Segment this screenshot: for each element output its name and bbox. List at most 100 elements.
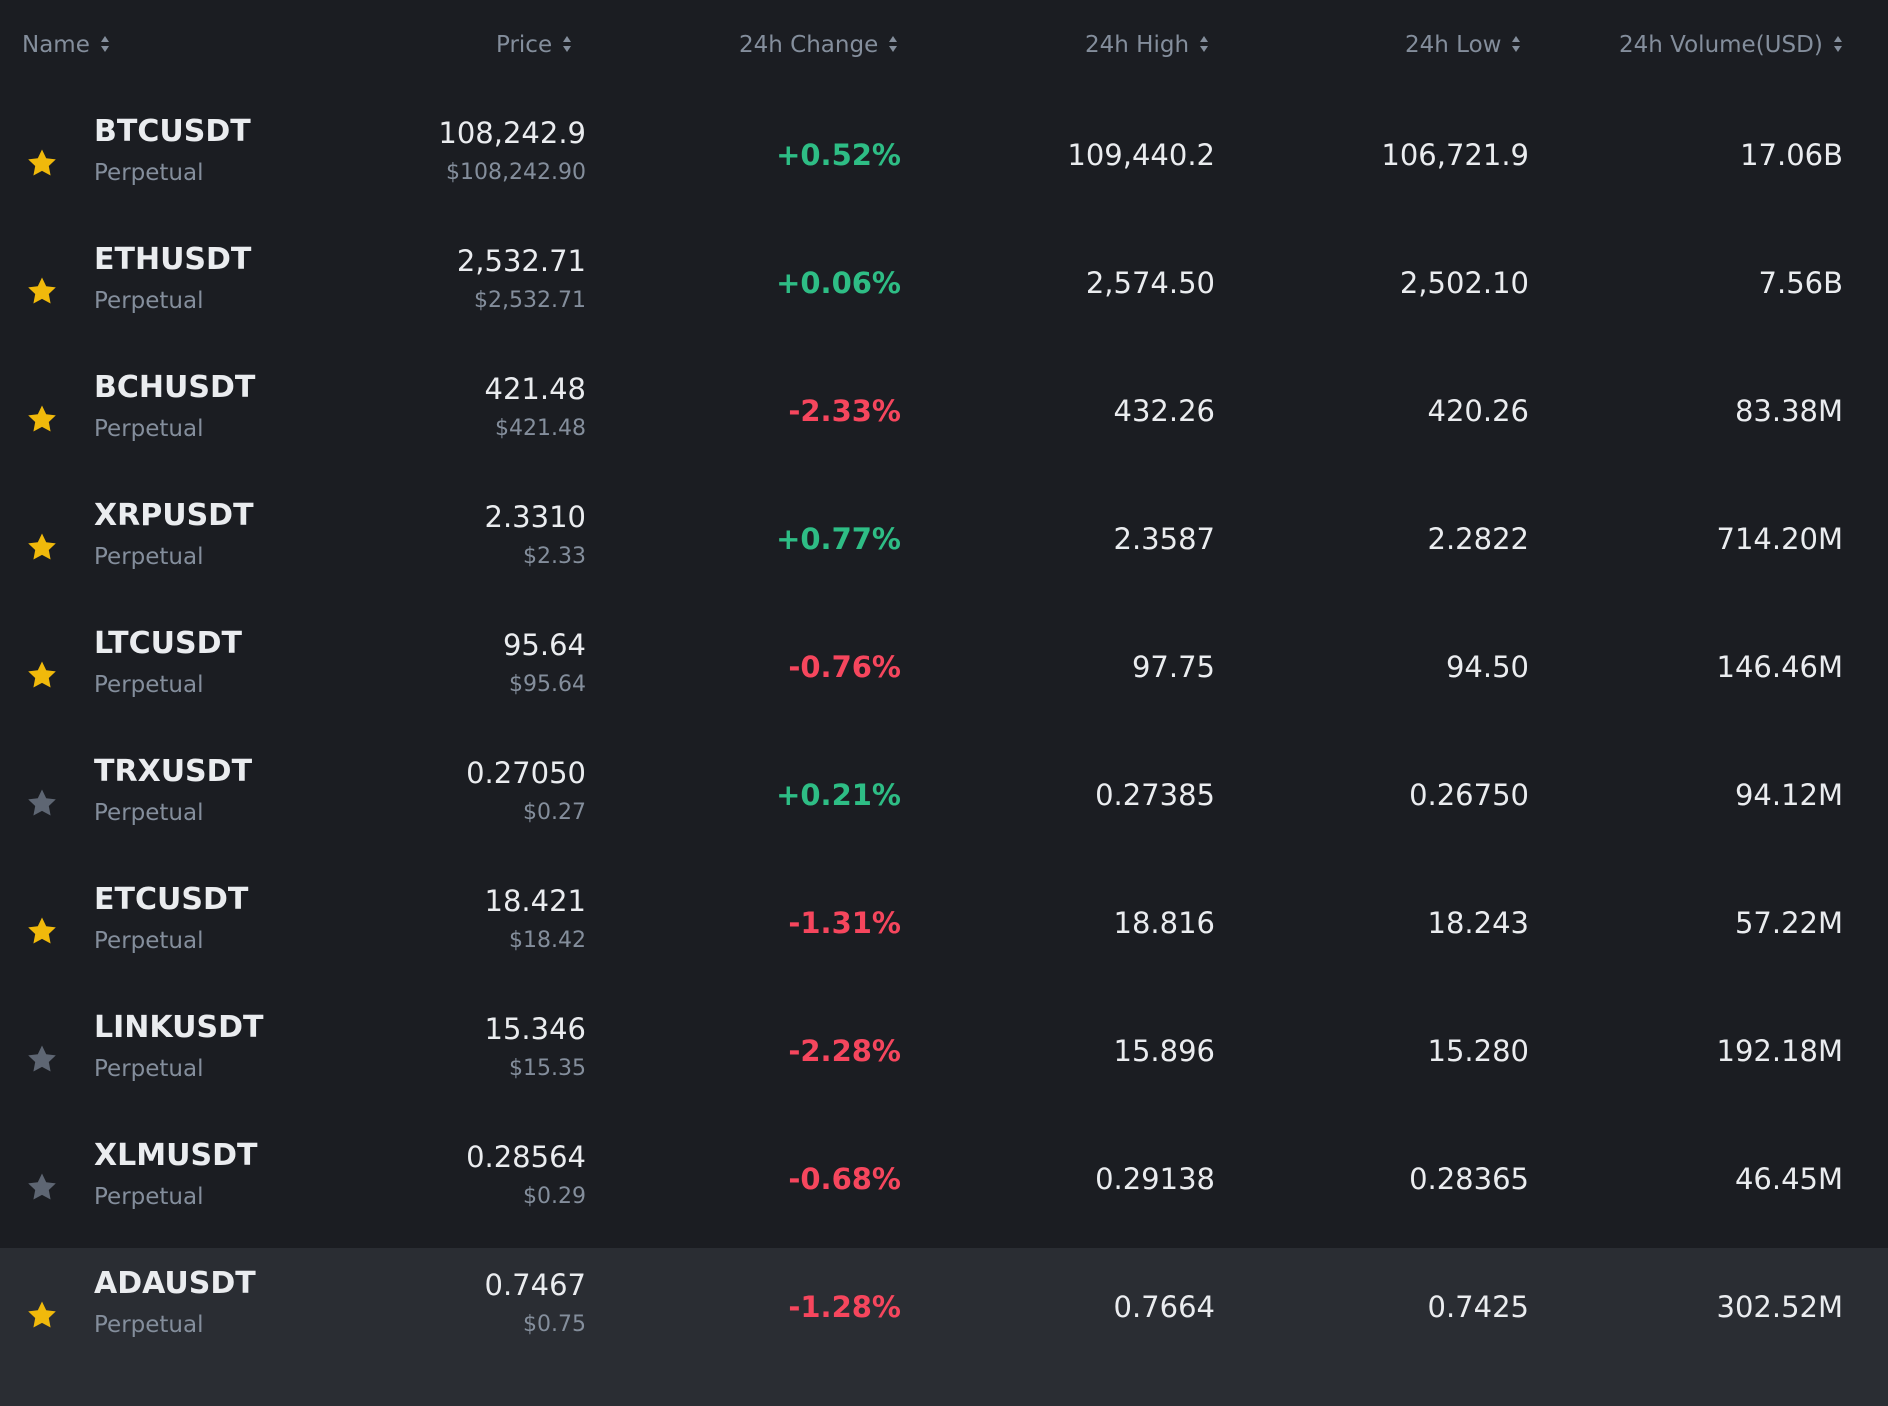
change-24h: -0.68% bbox=[788, 1162, 901, 1196]
column-header-low-label: 24h Low bbox=[1405, 32, 1502, 58]
favorite-star-icon[interactable] bbox=[26, 1299, 58, 1331]
volume-24h: 94.12M bbox=[1734, 778, 1843, 812]
favorite-star-icon[interactable] bbox=[26, 275, 58, 307]
symbol-name: XLMUSDT bbox=[94, 1138, 258, 1173]
table-row[interactable]: XRPUSDT Perpetual 2.3310 $2.33 +0.77% 2.3587 2… bbox=[0, 484, 1888, 612]
last-price: 421.48 bbox=[484, 372, 586, 406]
favorite-star-icon[interactable] bbox=[26, 787, 58, 819]
low-24h: 15.280 bbox=[1427, 1034, 1529, 1068]
column-header-volume[interactable]: 24h Volume(USD) bbox=[1619, 28, 1843, 62]
high-24h: 2,574.50 bbox=[1085, 266, 1215, 300]
favorite-star-icon[interactable] bbox=[26, 1043, 58, 1075]
price-usd: $15.35 bbox=[509, 1056, 586, 1081]
last-price: 2.3310 bbox=[484, 500, 586, 534]
high-24h: 18.816 bbox=[1113, 906, 1215, 940]
price-usd: $2.33 bbox=[523, 544, 586, 569]
high-24h: 109,440.2 bbox=[1067, 138, 1215, 172]
sort-arrows-icon[interactable] bbox=[888, 34, 898, 54]
table-row[interactable]: BTCUSDT Perpetual 108,242.9 $108,242.90 +0.5… bbox=[0, 100, 1888, 228]
symbol-name: ETCUSDT bbox=[94, 882, 249, 917]
table-row[interactable]: BCHUSDT Perpetual 421.48 $421.48 -2.33% 432.2… bbox=[0, 356, 1888, 484]
sort-arrows-icon[interactable] bbox=[1833, 34, 1843, 54]
table-row[interactable]: ADAUSDT Perpetual 0.7467 $0.75 -1.28% 0.7664 0… bbox=[0, 1248, 1888, 1406]
low-24h: 106,721.9 bbox=[1381, 138, 1529, 172]
table-row[interactable]: ETHUSDT Perpetual 2,532.71 $2,532.71 +0.06% 2… bbox=[0, 228, 1888, 356]
favorite-star-icon[interactable] bbox=[26, 147, 58, 179]
favorite-star-icon[interactable] bbox=[26, 915, 58, 947]
volume-24h: 714.20M bbox=[1716, 522, 1844, 556]
contract-type: Perpetual bbox=[94, 288, 204, 314]
sort-arrows-icon[interactable] bbox=[1199, 34, 1209, 54]
favorite-star-icon[interactable] bbox=[26, 531, 58, 563]
last-price: 2,532.71 bbox=[456, 244, 586, 278]
price-usd: $2,532.71 bbox=[474, 288, 586, 313]
column-header-change-label: 24h Change bbox=[739, 32, 879, 58]
contract-type: Perpetual bbox=[94, 672, 204, 698]
low-24h: 2.2822 bbox=[1427, 522, 1529, 556]
high-24h: 97.75 bbox=[1131, 650, 1215, 684]
contract-type: Perpetual bbox=[94, 800, 204, 826]
contract-type: Perpetual bbox=[94, 160, 204, 186]
column-header-change[interactable]: 24h Change bbox=[739, 28, 898, 62]
price-usd: $0.27 bbox=[523, 800, 586, 825]
column-header-low[interactable]: 24h Low bbox=[1405, 28, 1521, 62]
favorite-star-icon[interactable] bbox=[26, 659, 58, 691]
price-usd: $0.29 bbox=[523, 1184, 586, 1209]
low-24h: 420.26 bbox=[1427, 394, 1529, 428]
volume-24h: 302.52M bbox=[1716, 1290, 1844, 1324]
last-price: 0.27050 bbox=[466, 756, 586, 790]
last-price: 15.346 bbox=[484, 1012, 586, 1046]
high-24h: 432.26 bbox=[1113, 394, 1215, 428]
volume-24h: 17.06B bbox=[1740, 138, 1843, 172]
table-row[interactable]: TRXUSDT Perpetual 0.27050 $0.27 +0.21% 0.2738… bbox=[0, 740, 1888, 868]
change-24h: -0.76% bbox=[788, 650, 901, 684]
price-usd: $0.75 bbox=[523, 1312, 586, 1337]
volume-24h: 7.56B bbox=[1758, 266, 1843, 300]
high-24h: 0.7664 bbox=[1113, 1290, 1215, 1324]
column-header-name-label: Name bbox=[22, 32, 90, 58]
change-24h: +0.52% bbox=[776, 138, 901, 172]
last-price: 95.64 bbox=[502, 628, 586, 662]
symbol-name: LINKUSDT bbox=[94, 1010, 264, 1045]
table-header: Name Price 24h Change 24h High 24h Low 2… bbox=[0, 0, 1888, 90]
symbol-name: ETHUSDT bbox=[94, 242, 252, 277]
volume-24h: 46.45M bbox=[1734, 1162, 1843, 1196]
price-usd: $108,242.90 bbox=[446, 160, 586, 185]
price-usd: $95.64 bbox=[509, 672, 586, 697]
table-row[interactable]: ETCUSDT Perpetual 18.421 $18.42 -1.31% 18.816… bbox=[0, 868, 1888, 996]
symbol-name: TRXUSDT bbox=[94, 754, 253, 789]
low-24h: 2,502.10 bbox=[1399, 266, 1529, 300]
volume-24h: 192.18M bbox=[1716, 1034, 1844, 1068]
change-24h: -1.28% bbox=[788, 1290, 901, 1324]
symbol-name: BTCUSDT bbox=[94, 114, 251, 149]
symbol-name: XRPUSDT bbox=[94, 498, 254, 533]
low-24h: 18.243 bbox=[1427, 906, 1529, 940]
sort-arrows-icon[interactable] bbox=[100, 34, 110, 54]
high-24h: 2.3587 bbox=[1113, 522, 1215, 556]
table-row[interactable]: XLMUSDT Perpetual 0.28564 $0.29 -0.68% 0.2913… bbox=[0, 1124, 1888, 1252]
column-header-price-label: Price bbox=[496, 32, 553, 58]
column-header-high[interactable]: 24h High bbox=[1085, 28, 1209, 62]
symbol-name: ADAUSDT bbox=[94, 1266, 256, 1301]
price-usd: $18.42 bbox=[509, 928, 586, 953]
contract-type: Perpetual bbox=[94, 1312, 204, 1338]
price-usd: $421.48 bbox=[495, 416, 586, 441]
volume-24h: 83.38M bbox=[1734, 394, 1843, 428]
sort-arrows-icon[interactable] bbox=[1511, 34, 1521, 54]
favorite-star-icon[interactable] bbox=[26, 1171, 58, 1203]
table-row[interactable]: LINKUSDT Perpetual 15.346 $15.35 -2.28% 15.89… bbox=[0, 996, 1888, 1124]
column-header-name[interactable]: Name bbox=[22, 28, 110, 62]
high-24h: 15.896 bbox=[1113, 1034, 1215, 1068]
favorite-star-icon[interactable] bbox=[26, 403, 58, 435]
table-row[interactable]: LTCUSDT Perpetual 95.64 $95.64 -0.76% 97.75 94… bbox=[0, 612, 1888, 740]
sort-arrows-icon[interactable] bbox=[562, 34, 572, 54]
symbol-name: LTCUSDT bbox=[94, 626, 242, 661]
change-24h: +0.77% bbox=[776, 522, 901, 556]
change-24h: -2.33% bbox=[788, 394, 901, 428]
column-header-volume-label: 24h Volume(USD) bbox=[1619, 32, 1823, 58]
low-24h: 0.7425 bbox=[1427, 1290, 1529, 1324]
column-header-price[interactable]: Price bbox=[496, 28, 572, 62]
last-price: 0.7467 bbox=[484, 1268, 586, 1302]
high-24h: 0.27385 bbox=[1095, 778, 1215, 812]
